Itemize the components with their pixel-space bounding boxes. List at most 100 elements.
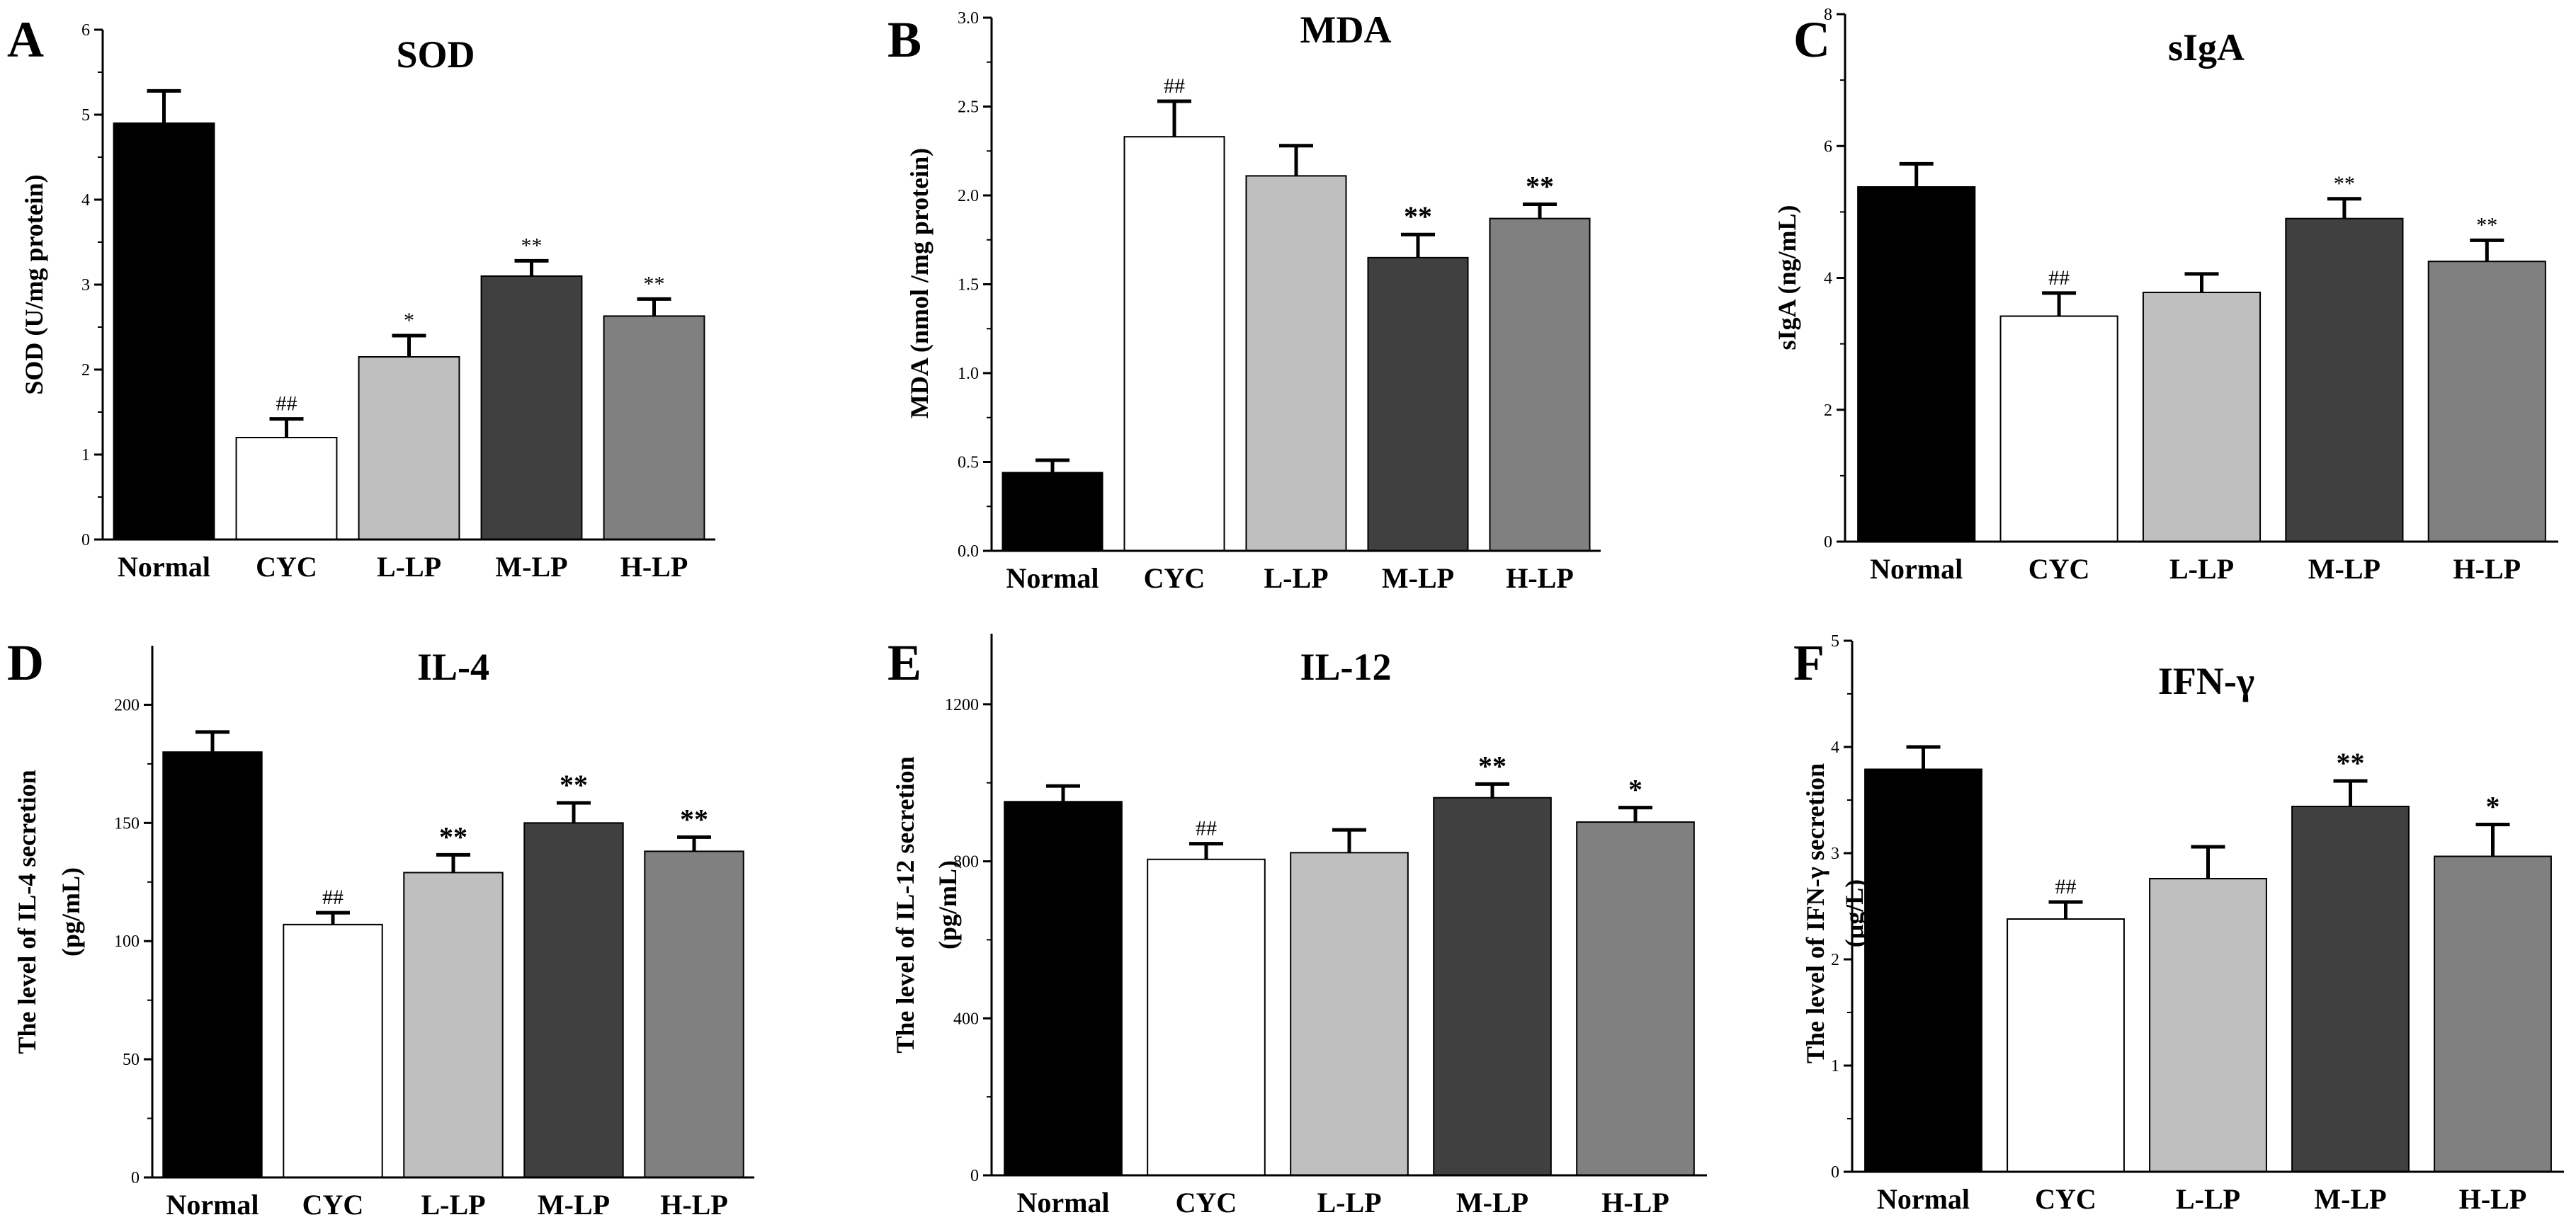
panel-d-bar-cyc xyxy=(283,923,383,1178)
panel-d-sig-cyc: ## xyxy=(322,886,344,909)
panel-a-xtick-h-lp: H-LP xyxy=(620,551,688,583)
panel-b-ytick-label: 2.0 xyxy=(958,187,979,205)
panel-e-sig-cyc: ## xyxy=(1196,817,1217,840)
panel-d: D IL-4 The level of IL-4 secretion (pg/mL) N… xyxy=(7,634,754,1221)
panel-a-sig-cyc: ## xyxy=(276,392,297,416)
panel-e-sig-m-lp: ** xyxy=(1478,750,1507,782)
panel-f-ylabel-line-2: (μg/L) xyxy=(1840,879,1868,947)
panel-b-sig-cyc: ## xyxy=(1164,74,1185,98)
panel-f-xtick-l-lp: L-LP xyxy=(2176,1183,2240,1215)
panel-b-bar-h-lp xyxy=(1489,217,1591,552)
panel-e: E IL-12 The level of IL-12 secretion (pg/mL… xyxy=(887,634,1707,1219)
panel-f-xtick-h-lp: H-LP xyxy=(2459,1183,2527,1215)
panel-c-ytick-label: 8 xyxy=(1824,6,1832,24)
panel-f-xtick-normal: Normal xyxy=(1877,1183,1970,1215)
panel-a-letter: A xyxy=(7,11,44,68)
panel-b-bar-normal xyxy=(1002,472,1103,552)
panel-c-title: sIgA xyxy=(2168,26,2245,69)
panel-e-xtick-cyc: CYC xyxy=(1176,1187,1237,1219)
panel-f-ytick-label: 5 xyxy=(1831,632,1839,651)
panel-f-sig-cyc: ## xyxy=(2055,875,2077,898)
panel-d-bar-l-lp xyxy=(403,872,504,1178)
panel-c-ytick-label: 2 xyxy=(1824,401,1832,420)
panel-a-ytick-label: 0 xyxy=(81,531,90,549)
panel-d-letter: D xyxy=(7,634,44,691)
panel-d-ytick-label: 150 xyxy=(114,814,140,833)
panel-d-xtick-l-lp: L-LP xyxy=(421,1189,485,1221)
panel-d-ytick-label: 100 xyxy=(114,932,140,951)
panel-a-bar-l-lp xyxy=(358,356,460,540)
panel-b-ytick-label: 2.5 xyxy=(958,98,979,117)
panel-a-sig-l-lp: * xyxy=(404,309,414,332)
panel-a-ytick-label: 3 xyxy=(81,276,90,295)
panel-b-xtick-h-lp: H-LP xyxy=(1506,562,1574,594)
panel-a-bar-m-lp xyxy=(480,275,583,540)
panel-e-bar-normal xyxy=(1004,801,1123,1176)
panel-e-letter: E xyxy=(887,634,921,691)
panel-c-sig-h-lp: ** xyxy=(2476,213,2497,236)
panel-c-bar-l-lp xyxy=(2142,291,2262,542)
panel-c-bar-h-lp xyxy=(2427,261,2546,542)
panel-b-ytick-label: 3.0 xyxy=(958,9,979,28)
panel-b: B MDA MDA (nmol /mg protein) Normal ## CYC L-L… xyxy=(887,8,1601,594)
panel-b-ylabel: MDA (nmol /mg protein) xyxy=(905,148,934,418)
panel-f-letter: F xyxy=(1793,634,1825,691)
panel-a-ytick-label: 1 xyxy=(81,446,90,464)
panel-d-bar-normal xyxy=(162,751,263,1178)
panel-e-xtick-h-lp: H-LP xyxy=(1601,1187,1669,1219)
panel-e-bar-h-lp xyxy=(1576,821,1695,1176)
panel-b-xtick-l-lp: L-LP xyxy=(1264,562,1328,594)
panel-c-ylabel: sIgA (ng/mL) xyxy=(1773,205,1801,350)
panel-d-xtick-normal: Normal xyxy=(166,1189,259,1221)
panel-f-bar-cyc xyxy=(2007,918,2125,1172)
panel-b-ytick-label: 1.5 xyxy=(958,276,979,295)
panel-c-xtick-m-lp: M-LP xyxy=(2308,553,2381,585)
panel-a-ytick-label: 4 xyxy=(81,191,90,210)
panel-b-ytick-label: 0.0 xyxy=(958,542,979,561)
panel-b-ytick-label: 0.5 xyxy=(958,454,979,472)
panel-a-title: SOD xyxy=(396,33,475,76)
panel-d-xtick-cyc: CYC xyxy=(302,1189,364,1221)
panel-f-ylabel-line-1: The level of IFN-γ secretion xyxy=(1801,763,1829,1063)
panel-d-sig-l-lp: ** xyxy=(439,821,467,852)
panel-a-ytick-label: 5 xyxy=(81,106,90,125)
panel-a-ytick-label: 6 xyxy=(81,21,90,40)
panel-e-title: IL-12 xyxy=(1300,646,1391,688)
panel-c-xtick-cyc: CYC xyxy=(2029,553,2090,585)
panel-f-xtick-m-lp: M-LP xyxy=(2314,1183,2386,1215)
panel-b-bar-m-lp xyxy=(1367,256,1469,552)
panel-a-sig-m-lp: ** xyxy=(521,234,543,257)
panel-b-sig-m-lp: ** xyxy=(1404,200,1432,232)
panel-d-sig-m-lp: ** xyxy=(560,769,588,801)
panel-e-bar-l-lp xyxy=(1290,852,1409,1176)
panel-d-ylabel-line-1: The level of IL-4 secretion xyxy=(13,770,41,1054)
panel-b-xtick-m-lp: M-LP xyxy=(1382,562,1454,594)
panel-e-ylabel-line-1: The level of IL-12 secretion xyxy=(891,756,919,1053)
panel-b-xtick-normal: Normal xyxy=(1006,562,1099,594)
panel-f-ytick-label: 3 xyxy=(1831,845,1839,863)
panel-c-xtick-normal: Normal xyxy=(1870,553,1963,585)
panel-a-xtick-normal: Normal xyxy=(118,551,210,583)
panel-a-xtick-cyc: CYC xyxy=(256,551,317,583)
panel-b-bar-cyc xyxy=(1123,136,1225,552)
panel-f-bar-l-lp xyxy=(2149,878,2267,1172)
panel-a-xtick-l-lp: L-LP xyxy=(377,551,441,583)
panel-c-xtick-h-lp: H-LP xyxy=(2453,553,2521,585)
panel-f-ytick-label: 0 xyxy=(1831,1163,1839,1182)
panel-e-bar-m-lp xyxy=(1433,797,1552,1176)
panel-b-xtick-cyc: CYC xyxy=(1144,562,1205,594)
panel-e-xtick-l-lp: L-LP xyxy=(1317,1187,1381,1219)
panel-f-bar-normal xyxy=(1864,768,1982,1172)
panel-c-sig-cyc: ## xyxy=(2048,266,2070,290)
panel-c-xtick-l-lp: L-LP xyxy=(2169,553,2234,585)
panel-f-title: IFN-γ xyxy=(2158,660,2254,702)
panel-a-ylabel: SOD (U/mg protein) xyxy=(20,174,48,394)
panel-d-xtick-m-lp: M-LP xyxy=(538,1189,610,1221)
panel-d-ylabel-line-2: (pg/mL) xyxy=(57,867,85,957)
panel-b-bar-l-lp xyxy=(1245,175,1347,552)
panel-a-bar-normal xyxy=(113,122,215,540)
panel-b-letter: B xyxy=(887,11,921,68)
panel-a-bar-cyc xyxy=(235,437,338,540)
